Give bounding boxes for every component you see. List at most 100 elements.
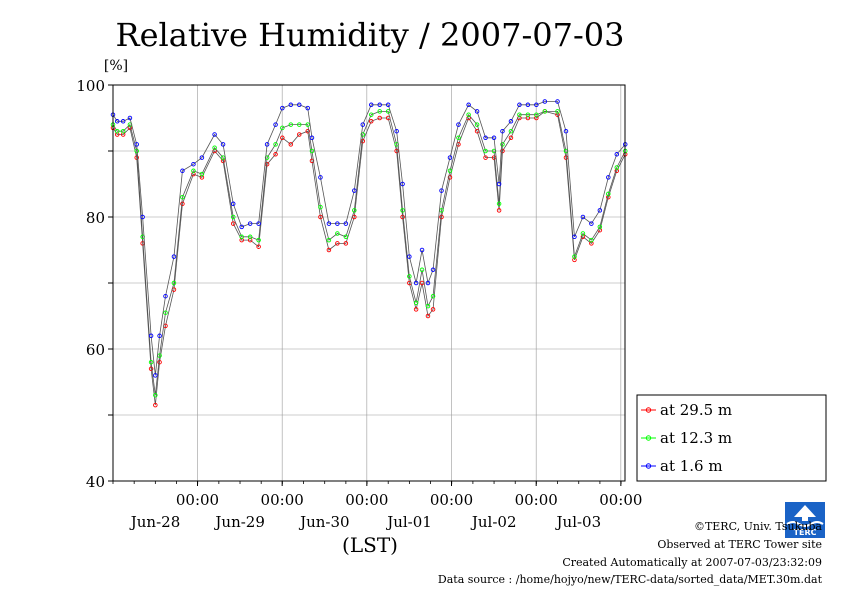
data-point [273, 152, 278, 157]
data-point [425, 303, 431, 309]
x-tick-labels: 00:00 Jun-28 00:00 Jun-29 00:00 Jun-30 00:00 Ju… [129, 491, 643, 531]
data-point [256, 221, 261, 226]
data-point [407, 254, 412, 259]
data-point [273, 142, 278, 147]
data-point [466, 112, 471, 117]
data-point [474, 122, 480, 127]
x-tick-date-label: Jun-28 [129, 513, 181, 531]
data-point [180, 201, 185, 207]
data-point [273, 122, 278, 127]
data-point [563, 128, 569, 134]
data-point [517, 112, 522, 117]
data-point [606, 175, 611, 180]
data-point [288, 122, 294, 127]
data-point [555, 109, 560, 114]
legend-label: at 12.3 m [660, 429, 732, 447]
data-point [305, 128, 310, 134]
data-point [171, 280, 177, 286]
data-point [247, 221, 253, 226]
data-point [394, 148, 399, 154]
data-point [212, 145, 217, 150]
data-point [191, 161, 196, 167]
data-point [483, 135, 488, 141]
legend-swatch-marker [645, 435, 652, 441]
y-tick-label: 40 [86, 473, 105, 491]
data-point [326, 221, 332, 226]
data-point [230, 214, 236, 220]
data-point [326, 247, 332, 253]
data-point [230, 221, 236, 226]
observed-text: Observed at TERC Tower site [657, 538, 822, 551]
data-point [114, 128, 120, 134]
data-point [318, 214, 323, 220]
data-point [447, 168, 453, 174]
data-point [413, 307, 419, 312]
data-point [163, 293, 168, 299]
x-axis-label: (LST) [342, 533, 398, 557]
data-point [280, 135, 285, 141]
data-point [368, 119, 374, 124]
data-point [180, 194, 185, 200]
data-point [496, 208, 502, 213]
data-point [500, 142, 505, 147]
data-point [148, 333, 154, 339]
data-point [400, 181, 405, 187]
data-point [163, 310, 168, 315]
data-point [239, 224, 244, 230]
data-point [297, 122, 302, 127]
data-point [377, 102, 382, 108]
data-point [580, 214, 586, 220]
data-point [120, 119, 126, 124]
series-line-0 [112, 110, 626, 406]
grid-lines [108, 84, 625, 486]
legend-box [636, 394, 827, 482]
data-point [220, 142, 226, 147]
data-point [157, 333, 162, 339]
legend-swatch-marker [645, 463, 652, 469]
data-point [400, 208, 405, 213]
data-point [134, 142, 139, 147]
data-point [534, 112, 539, 117]
data-point [309, 148, 315, 154]
data-point [148, 359, 154, 365]
data-point [542, 99, 548, 104]
data-point [256, 237, 261, 243]
data-point [153, 392, 158, 398]
data-point [297, 102, 302, 108]
data-point [419, 247, 425, 253]
data-point [496, 181, 502, 187]
data-point [555, 99, 560, 104]
legend: at 29.5 m at 12.3 m at 1.6 m [636, 394, 827, 482]
data-point [114, 119, 120, 124]
data-point [407, 274, 412, 279]
x-tick-date-label: Jun-30 [298, 513, 350, 531]
data-point [343, 221, 349, 226]
data-point [148, 366, 154, 372]
data-point [326, 237, 332, 243]
data-point [483, 148, 488, 154]
x-tick-date-label: Jul-03 [555, 513, 602, 531]
data-point [606, 191, 611, 197]
data-point [413, 300, 419, 306]
data-point [318, 175, 323, 180]
data-point [483, 155, 488, 160]
data-point [368, 112, 374, 117]
plot-frame [112, 84, 626, 482]
data-point [439, 188, 444, 193]
data-point [385, 102, 391, 108]
data-point [377, 109, 382, 114]
data-point [525, 102, 531, 108]
data-point [335, 221, 340, 226]
data-point [580, 231, 586, 236]
data-point [614, 165, 620, 170]
data-point [247, 234, 253, 240]
data-point [157, 359, 162, 365]
data-point [352, 188, 357, 193]
data-point [335, 241, 340, 246]
data-point [360, 132, 366, 137]
x-tick-date-label: Jul-01 [385, 513, 432, 531]
x-tick-time-label: 00:00 [176, 491, 219, 509]
data-point [430, 293, 436, 299]
data-point [597, 208, 603, 213]
x-tick-time-label: 00:00 [345, 491, 388, 509]
